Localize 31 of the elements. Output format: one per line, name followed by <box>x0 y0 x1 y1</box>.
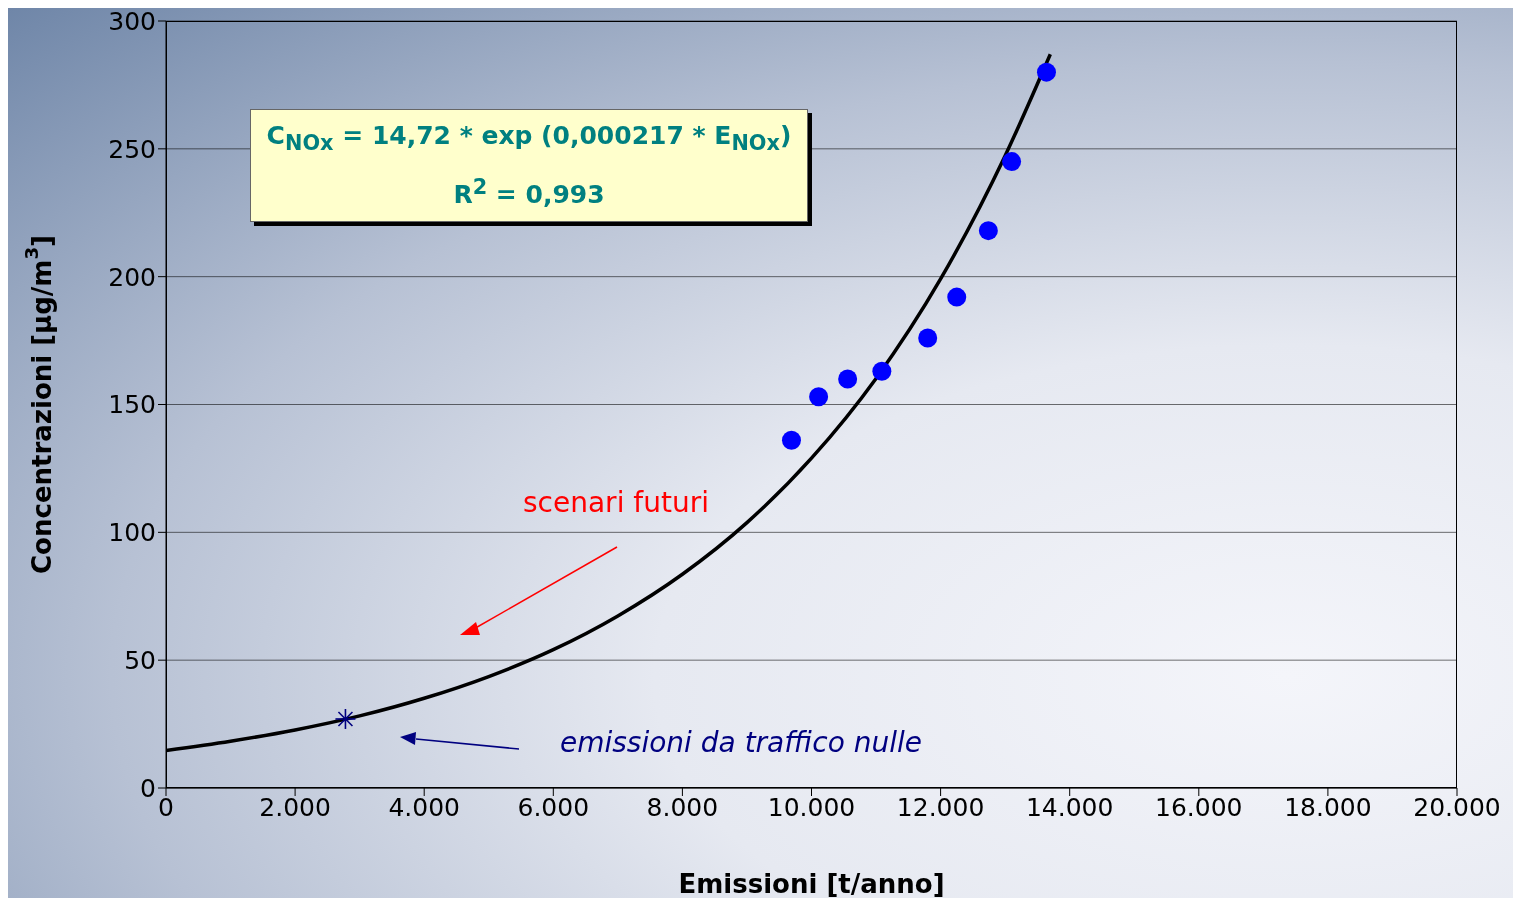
y-tick-label: 250 <box>108 134 156 164</box>
y-tick-label: 0 <box>140 773 156 803</box>
x-tick-label: 6.000 <box>517 792 590 822</box>
x-tick-label: 2.000 <box>259 792 331 822</box>
point <box>947 287 967 307</box>
y-tick-label: 100 <box>108 518 156 548</box>
y-tick-label: 50 <box>124 646 156 676</box>
point <box>781 430 801 450</box>
annotation: R$^{2}$ = 0,993 <box>452 174 606 212</box>
y-tick-label: 300 <box>108 6 156 36</box>
y-tick-label: 200 <box>108 262 156 292</box>
x-axis-title: Emissioni [t/anno] <box>678 869 945 899</box>
x-tick-label: 4.000 <box>388 792 460 822</box>
annotation: scenari futuri <box>523 486 709 519</box>
x-tick-label: 10.000 <box>767 792 856 822</box>
point <box>1002 152 1022 172</box>
annotation: C$_{NOx}$ = 14,72 * exp (0,000217 * E$_{NOx}$) <box>265 120 793 157</box>
point <box>838 369 858 389</box>
x-tick-label: 12.000 <box>896 792 985 822</box>
annotation: emissioni da traffico nulle <box>560 726 922 759</box>
point <box>1036 62 1056 82</box>
y-tick-label: 150 <box>108 390 156 420</box>
x-tick-label: 20.000 <box>1413 792 1501 822</box>
point <box>872 361 892 381</box>
point <box>918 328 938 348</box>
x-tick-label: 16.000 <box>1155 792 1243 822</box>
x-tick-label: 18.000 <box>1284 792 1372 822</box>
x-tick-label: 8.000 <box>646 792 719 822</box>
point <box>978 221 998 241</box>
x-tick-label: 14.000 <box>1025 792 1114 822</box>
point <box>809 387 829 407</box>
